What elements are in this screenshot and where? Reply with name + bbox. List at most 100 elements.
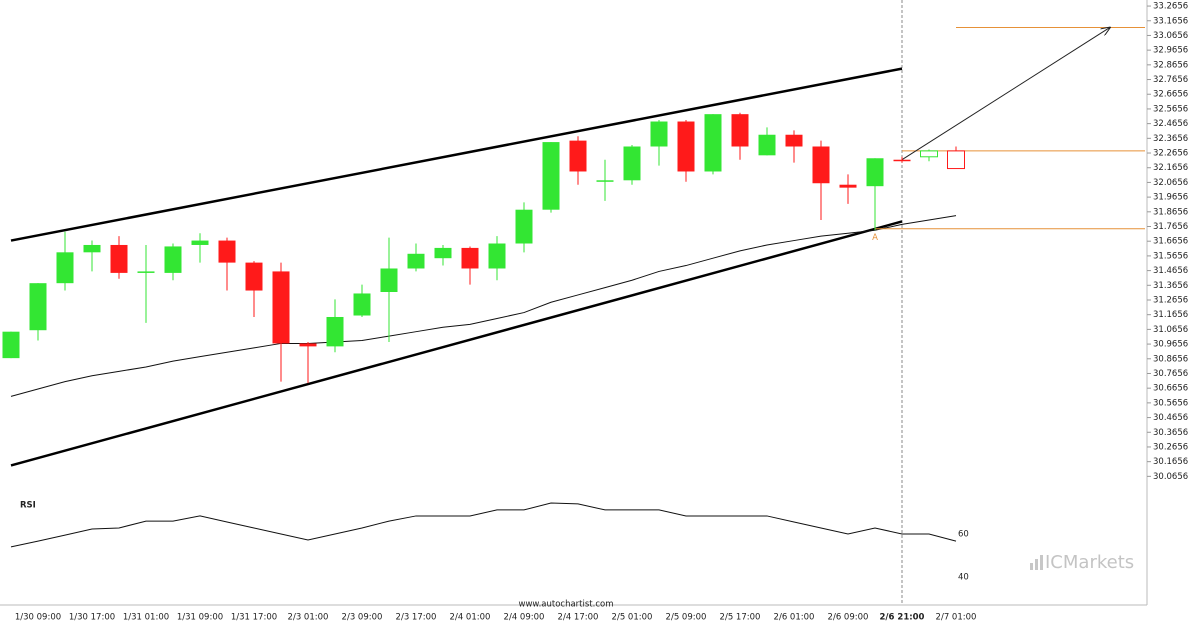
pattern-marker: A	[872, 233, 878, 243]
x-tick-label: 1/31 09:00	[177, 613, 223, 623]
x-tick-label: 2/6 01:00	[774, 613, 815, 623]
x-tick-label: 1/30 17:00	[69, 613, 115, 623]
candle-body	[731, 114, 749, 147]
x-tick-label: 1/31 17:00	[231, 613, 277, 623]
x-tick-label: 2/3 01:00	[288, 613, 329, 623]
candle-body	[839, 184, 857, 188]
source: www.autochartist.com	[519, 600, 614, 610]
x-tick-label: 2/5 01:00	[612, 613, 653, 623]
y-tick-label: 31.8656	[1153, 207, 1188, 217]
candle-body	[947, 150, 965, 170]
y-tick-label: 32.7656	[1153, 75, 1188, 85]
candle-body	[110, 244, 128, 273]
y-tick-label: 31.3656	[1153, 281, 1188, 291]
candle-body	[407, 253, 425, 269]
candle-body	[704, 114, 722, 172]
y-tick-label: 31.4656	[1153, 266, 1188, 276]
y-tick-label: 30.0656	[1153, 472, 1188, 482]
y-tick-label: 32.4656	[1153, 119, 1188, 129]
y-tick-label: 30.5656	[1153, 398, 1188, 408]
candle-body	[515, 209, 533, 244]
candle-body	[758, 134, 776, 156]
y-tick-label: 32.2656	[1153, 149, 1188, 159]
candle-body	[29, 283, 47, 331]
y-tick-label: 30.3656	[1153, 428, 1188, 438]
candle-body	[893, 159, 911, 162]
y-tick-label: 32.3656	[1153, 134, 1188, 144]
y-tick-label: 33.2656	[1153, 2, 1188, 12]
y-tick-label: 31.0656	[1153, 325, 1188, 335]
candle-body	[191, 240, 209, 245]
candle-body	[569, 140, 587, 172]
y-tick-label: 60	[958, 530, 969, 540]
candle-body	[353, 293, 371, 316]
candle-body	[488, 243, 506, 269]
y-tick-label: 32.1656	[1153, 163, 1188, 173]
candle-body	[812, 146, 830, 184]
x-tick-label: 2/4 17:00	[558, 613, 599, 623]
y-tick-label: 33.0656	[1153, 31, 1188, 41]
candle-body	[2, 331, 20, 359]
channel-line	[10, 220, 903, 467]
candle-body	[326, 316, 344, 347]
y-tick-label: 30.6656	[1153, 384, 1188, 394]
candle-body	[137, 271, 155, 273]
forecast-arrow	[901, 27, 1110, 161]
candle-body	[218, 240, 236, 263]
x-tick-label: 2/6 09:00	[828, 613, 869, 623]
x-tick-label: 2/4 01:00	[450, 613, 491, 623]
candle-body	[434, 247, 452, 259]
y-tick-label: 32.8656	[1153, 60, 1188, 70]
candle-body	[299, 343, 317, 347]
y-tick-label: 32.6656	[1153, 90, 1188, 100]
y-tick-label: 32.0656	[1153, 178, 1188, 188]
candle-body	[650, 121, 668, 147]
y-tick-label: 30.2656	[1153, 442, 1188, 452]
candle-body	[380, 268, 398, 292]
x-tick-label: 2/3 09:00	[342, 613, 383, 623]
y-tick-label: 30.1656	[1153, 457, 1188, 467]
candle-body	[623, 146, 641, 181]
channel-line	[10, 67, 903, 242]
candle-body	[83, 244, 101, 253]
y-tick-label: 31.9656	[1153, 193, 1188, 203]
candle-body	[785, 134, 803, 147]
y-tick-label: 31.6656	[1153, 237, 1188, 247]
candle-body	[677, 121, 695, 172]
y-tick-label: 32.9656	[1153, 46, 1188, 56]
candle-body	[542, 142, 560, 210]
x-tick-label: 2/5 17:00	[720, 613, 761, 623]
x-tick-label: 2/6 21:00	[880, 613, 925, 623]
watermark-icon	[1030, 555, 1043, 570]
rsi-line	[10, 502, 957, 548]
candle-body	[245, 262, 263, 291]
rsi-title: RSI	[20, 501, 36, 511]
candle-body	[164, 246, 182, 273]
x-tick-label: 2/7 01:00	[936, 613, 977, 623]
x-tick-label: 1/31 01:00	[123, 613, 169, 623]
y-tick-label: 31.7656	[1153, 222, 1188, 232]
y-tick-label: 33.1656	[1153, 16, 1188, 26]
y-tick-label: 31.2656	[1153, 295, 1188, 305]
candle-body	[461, 247, 479, 269]
candle-body	[596, 180, 614, 182]
y-tick-label: 30.7656	[1153, 369, 1188, 379]
watermark: ICMarkets	[1045, 552, 1134, 573]
y-tick-label: 30.8656	[1153, 354, 1188, 364]
candle-body	[866, 158, 884, 187]
x-tick-label: 1/30 09:00	[15, 613, 61, 623]
candle-body	[272, 271, 290, 344]
x-tick-label: 2/3 17:00	[396, 613, 437, 623]
x-tick-label: 2/4 09:00	[504, 613, 545, 623]
y-tick-label: 40	[958, 573, 969, 583]
candle-body	[56, 252, 74, 284]
y-tick-label: 30.4656	[1153, 413, 1188, 423]
y-tick-label: 31.1656	[1153, 310, 1188, 320]
moving-average	[10, 215, 957, 397]
candle-body	[920, 150, 938, 158]
x-tick-label: 2/5 09:00	[666, 613, 707, 623]
y-tick-label: 31.5656	[1153, 251, 1188, 261]
y-tick-label: 30.9656	[1153, 340, 1188, 350]
y-tick-label: 32.5656	[1153, 104, 1188, 114]
